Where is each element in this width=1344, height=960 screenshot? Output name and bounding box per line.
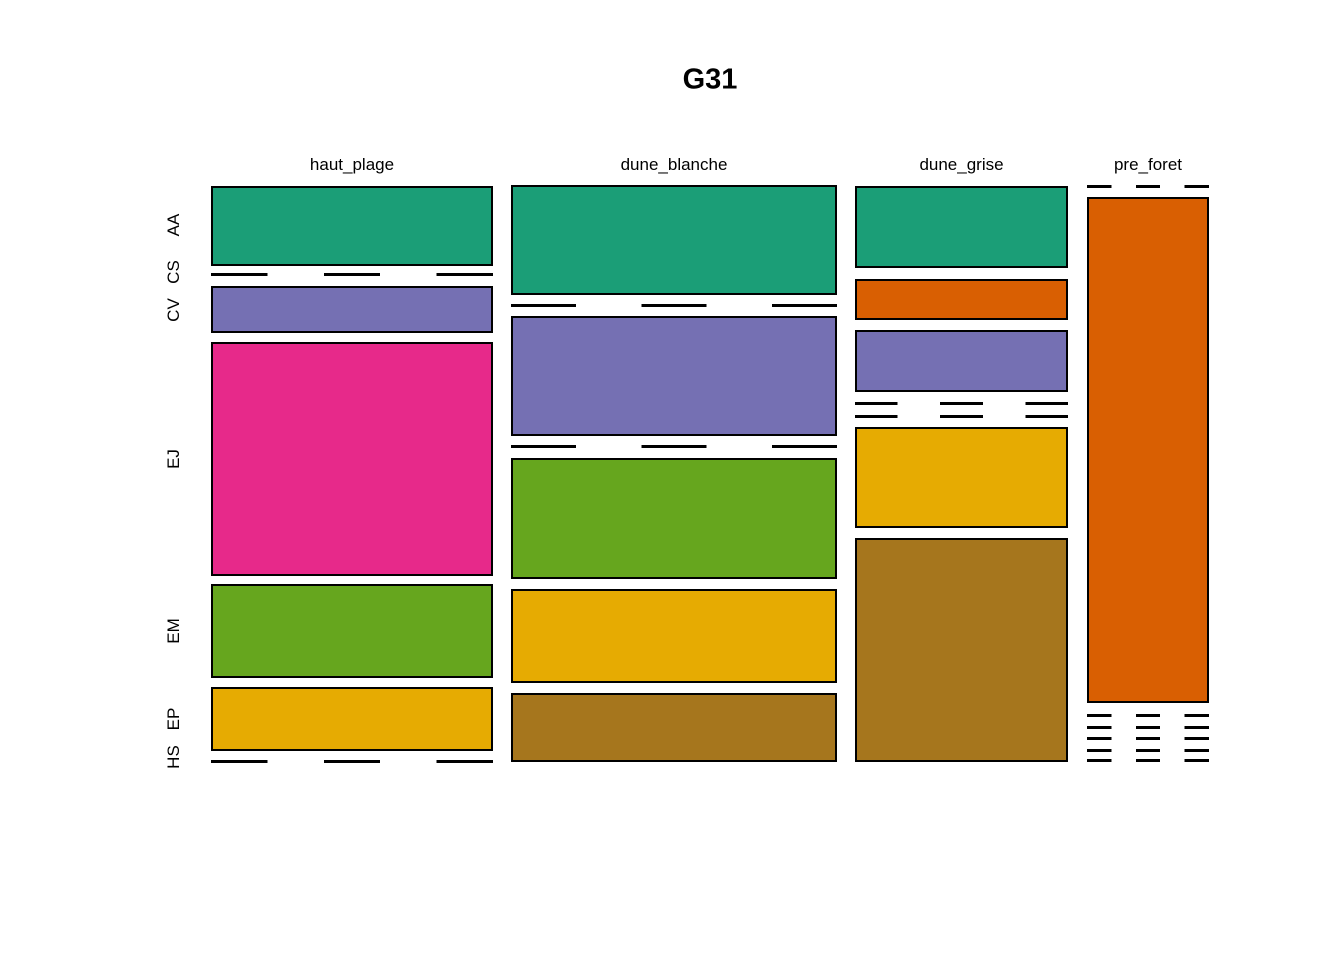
chart-title: G31 bbox=[682, 63, 738, 96]
cell-pre_foret-CS bbox=[1087, 197, 1209, 703]
zero-cell-pre_foret-CV bbox=[1087, 714, 1209, 717]
row-label-EM: EM bbox=[164, 618, 183, 644]
row-label-EJ: EJ bbox=[164, 449, 183, 469]
cell-dune_grise-EP bbox=[855, 427, 1068, 528]
cell-dune_grise-HS bbox=[855, 538, 1068, 762]
cell-haut_plage-CV bbox=[211, 286, 493, 333]
zero-cell-pre_foret-EP bbox=[1087, 749, 1209, 752]
row-label-CS: CS bbox=[164, 260, 183, 284]
cell-dune_blanche-AA bbox=[511, 185, 837, 295]
cell-dune_grise-CS bbox=[855, 279, 1068, 320]
cell-haut_plage-AA bbox=[211, 186, 493, 266]
row-label-HS: HS bbox=[164, 745, 183, 769]
cell-dune_grise-CV bbox=[855, 330, 1068, 392]
column-label-dune_grise: dune_grise bbox=[919, 155, 1004, 174]
zero-cell-dune_blanche-CS bbox=[511, 304, 837, 307]
column-label-haut_plage: haut_plage bbox=[309, 155, 395, 174]
zero-cell-pre_foret-HS bbox=[1087, 759, 1209, 762]
column-label-dune_blanche: dune_blanche bbox=[620, 155, 728, 174]
row-label-AA: AA bbox=[164, 213, 183, 237]
cell-haut_plage-EP bbox=[211, 687, 493, 751]
zero-cell-haut_plage-HS bbox=[211, 760, 493, 763]
column-label-pre_foret: pre_foret bbox=[1113, 155, 1183, 174]
row-label-EP: EP bbox=[164, 707, 183, 731]
zero-cell-dune_grise-EM bbox=[855, 415, 1068, 418]
cell-dune_blanche-CV bbox=[511, 316, 837, 436]
zero-cell-dune_grise-EJ bbox=[855, 402, 1068, 405]
zero-cell-pre_foret-AA bbox=[1087, 185, 1209, 188]
zero-cell-dune_blanche-EJ bbox=[511, 445, 837, 448]
cell-haut_plage-EM bbox=[211, 584, 493, 678]
cell-dune_blanche-HS bbox=[511, 693, 837, 762]
zero-cell-pre_foret-EJ bbox=[1087, 726, 1209, 729]
cell-haut_plage-EJ bbox=[211, 342, 493, 576]
zero-cell-pre_foret-EM bbox=[1087, 737, 1209, 740]
cell-dune_grise-AA bbox=[855, 186, 1068, 268]
zero-cell-haut_plage-CS bbox=[211, 273, 493, 276]
cell-dune_blanche-EP bbox=[511, 589, 837, 683]
cell-dune_blanche-EM bbox=[511, 458, 837, 579]
row-label-CV: CV bbox=[164, 298, 183, 322]
